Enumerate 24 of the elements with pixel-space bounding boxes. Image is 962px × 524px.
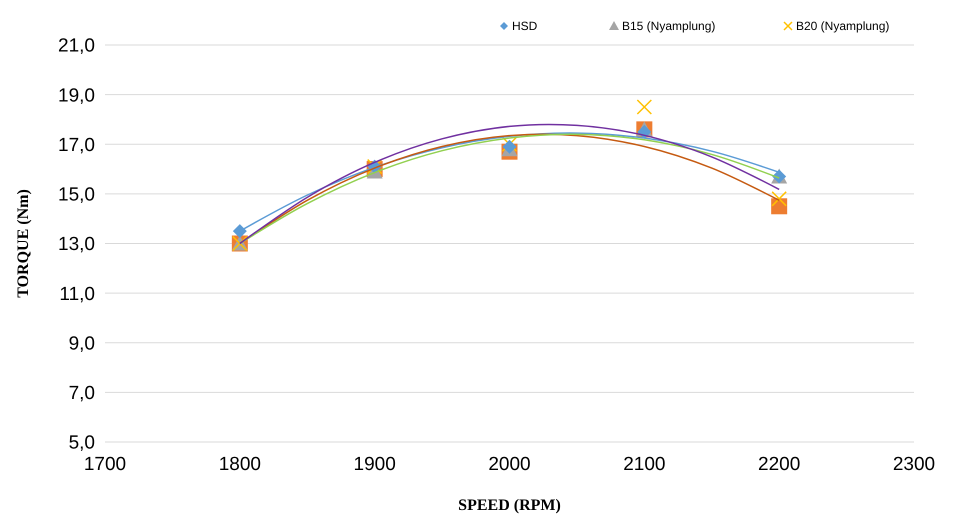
y-tick-label: 9,0 (68, 333, 95, 354)
point (232, 224, 247, 238)
legend-label: HSD (512, 19, 538, 34)
y-tick-label: 19,0 (58, 85, 95, 106)
x-tick-label: 1900 (354, 454, 396, 475)
y-tick-label: 5,0 (68, 432, 95, 454)
x-tick-label: 2300 (892, 454, 936, 475)
y-tick-label: 7,0 (68, 383, 95, 404)
point (636, 99, 652, 115)
y-tick-label: 11,0 (59, 284, 95, 305)
y-tick-label: 15,0 (58, 184, 95, 206)
x-tick-label: 2100 (623, 454, 666, 475)
x-tick-label: 2000 (488, 454, 531, 475)
legend-label: B15 (Nyamplung) (622, 19, 716, 34)
y-tick-label: 13,0 (58, 234, 95, 256)
y-tick-label: 21,0 (58, 36, 95, 57)
x-tick-label: 1700 (84, 454, 126, 475)
legend-label: B20 (Nyamplung) (796, 19, 890, 34)
y-axis-title: TORQUE (Nm) (15, 189, 32, 298)
x-tick-label: 1800 (218, 454, 261, 475)
y-tick-label: 17,0 (58, 134, 95, 156)
x-tick-label: 2200 (758, 454, 800, 475)
point (771, 191, 787, 207)
x-axis-title: SPEED (RPM) (458, 497, 561, 514)
